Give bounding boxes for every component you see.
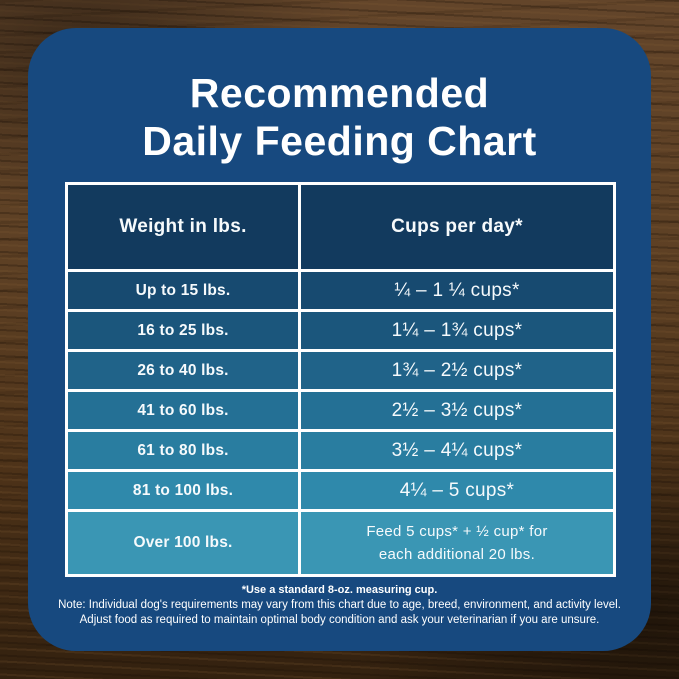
table-row-weight: Up to 15 lbs. [68, 272, 298, 309]
table-row-weight: 16 to 25 lbs. [68, 312, 298, 349]
table-row-weight: 26 to 40 lbs. [68, 352, 298, 389]
table-row-cups: 1¼ – 1¾ cups* [301, 312, 613, 349]
page-title: Recommended Daily Feeding Chart [28, 70, 651, 166]
footnotes: *Use a standard 8-oz. measuring cup. Not… [38, 583, 641, 628]
table-row-cups: 1¾ – 2½ cups* [301, 352, 613, 389]
table-row-cups: ¼ – 1 ¼ cups* [301, 272, 613, 309]
disclaimer-note: Note: Individual dog's requirements may … [58, 598, 621, 626]
feeding-chart-card: Recommended Daily Feeding Chart Weight i… [28, 28, 651, 651]
page-title-line2: Daily Feeding Chart [142, 117, 537, 164]
table-row-weight: Over 100 lbs. [68, 512, 298, 574]
column-header-weight: Weight in lbs. [68, 185, 298, 269]
page-title-line1: Recommended [189, 70, 490, 116]
table-row-weight: 81 to 100 lbs. [68, 472, 298, 509]
table-row-cups: Feed 5 cups* + ½ cup* for each additiona… [301, 512, 613, 574]
table-row-weight: 41 to 60 lbs. [68, 392, 298, 429]
table-row-cups: 2½ – 3½ cups* [301, 392, 613, 429]
feeding-table: Weight in lbs. Cups per day* Up to 15 lb… [65, 182, 616, 577]
table-row-cups: 4¼ – 5 cups* [301, 472, 613, 509]
measuring-cup-note: *Use a standard 8-oz. measuring cup. [241, 584, 438, 596]
table-row-cups: 3½ – 4¼ cups* [301, 432, 613, 469]
table-row-weight: 61 to 80 lbs. [68, 432, 298, 469]
column-header-cups: Cups per day* [301, 185, 613, 269]
